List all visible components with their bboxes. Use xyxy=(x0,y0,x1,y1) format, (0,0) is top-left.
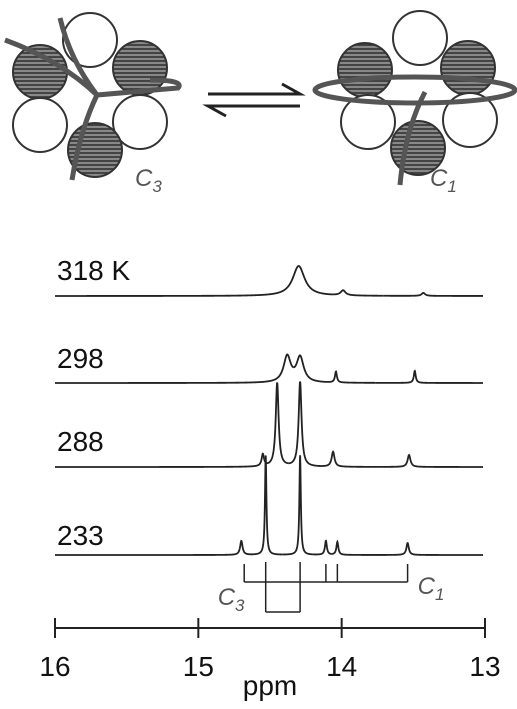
molecule-label: C1 xyxy=(430,165,457,196)
spectrum-peak xyxy=(375,369,483,384)
spectrum-peak xyxy=(312,539,332,556)
spectrum-peak xyxy=(55,265,322,297)
x-tick-label: 14 xyxy=(326,651,357,682)
spectrum-peak xyxy=(316,450,372,468)
molecule-label: C3 xyxy=(135,165,162,196)
series-label: 298 xyxy=(57,343,104,374)
spectrum-peak xyxy=(288,381,317,467)
x-tick-label: 15 xyxy=(183,651,214,682)
equilibrium-arrows xyxy=(202,82,306,118)
assignment-subscript: 3 xyxy=(235,596,245,615)
spectrum-peak xyxy=(320,289,384,297)
assignment-subscript: 1 xyxy=(435,585,444,604)
spectrum-peak xyxy=(371,453,483,468)
spectrum-peak xyxy=(282,455,314,556)
molecule-c3 xyxy=(4,12,182,181)
series-label: 288 xyxy=(57,426,104,457)
molecule-c1 xyxy=(312,10,517,186)
spectrum-peak xyxy=(253,455,283,556)
assignment-symbol: C xyxy=(218,584,236,611)
spectrum-peak xyxy=(55,353,294,384)
x-tick-label: 13 xyxy=(469,651,500,682)
spectrum-peak xyxy=(383,291,483,297)
spectrum-peak xyxy=(269,382,289,465)
spectrum-peak xyxy=(55,539,254,556)
spectrum-peak xyxy=(317,370,376,384)
spectrum-peak xyxy=(331,539,373,556)
assignment-label: C1 xyxy=(418,573,445,604)
x-axis-label: ppm xyxy=(243,670,297,701)
spectrum-peak xyxy=(55,452,271,468)
series-label: 233 xyxy=(57,520,104,551)
spectrum-peak xyxy=(293,354,319,382)
spectrum-peak xyxy=(372,542,483,556)
assignment-label: C3 xyxy=(218,584,245,615)
assignment-symbol: C xyxy=(418,573,436,600)
series-label: 318 K xyxy=(57,255,130,286)
x-tick-label: 16 xyxy=(39,651,70,682)
